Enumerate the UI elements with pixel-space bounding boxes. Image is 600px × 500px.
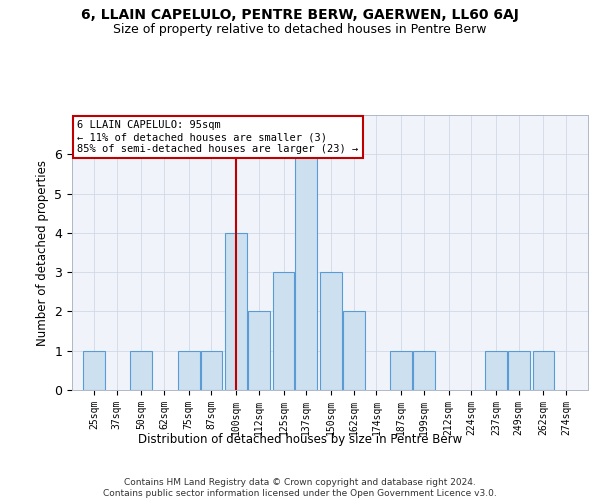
Bar [248, 312, 270, 390]
Bar [178, 350, 200, 390]
Text: Contains HM Land Registry data © Crown copyright and database right 2024.
Contai: Contains HM Land Registry data © Crown c… [103, 478, 497, 498]
Bar [508, 350, 530, 390]
Bar [485, 350, 507, 390]
Text: 6, LLAIN CAPELULO, PENTRE BERW, GAERWEN, LL60 6AJ: 6, LLAIN CAPELULO, PENTRE BERW, GAERWEN,… [81, 8, 519, 22]
Y-axis label: Number of detached properties: Number of detached properties [36, 160, 49, 346]
Bar [295, 154, 317, 390]
Bar [413, 350, 435, 390]
Text: 6 LLAIN CAPELULO: 95sqm
← 11% of detached houses are smaller (3)
85% of semi-det: 6 LLAIN CAPELULO: 95sqm ← 11% of detache… [77, 120, 358, 154]
Bar [320, 272, 342, 390]
Bar [83, 350, 105, 390]
Text: Size of property relative to detached houses in Pentre Berw: Size of property relative to detached ho… [113, 22, 487, 36]
Bar [533, 350, 554, 390]
Bar [225, 233, 247, 390]
Bar [130, 350, 152, 390]
Bar [200, 350, 223, 390]
Text: Distribution of detached houses by size in Pentre Berw: Distribution of detached houses by size … [138, 432, 462, 446]
Bar [390, 350, 412, 390]
Bar [343, 312, 365, 390]
Bar [272, 272, 295, 390]
